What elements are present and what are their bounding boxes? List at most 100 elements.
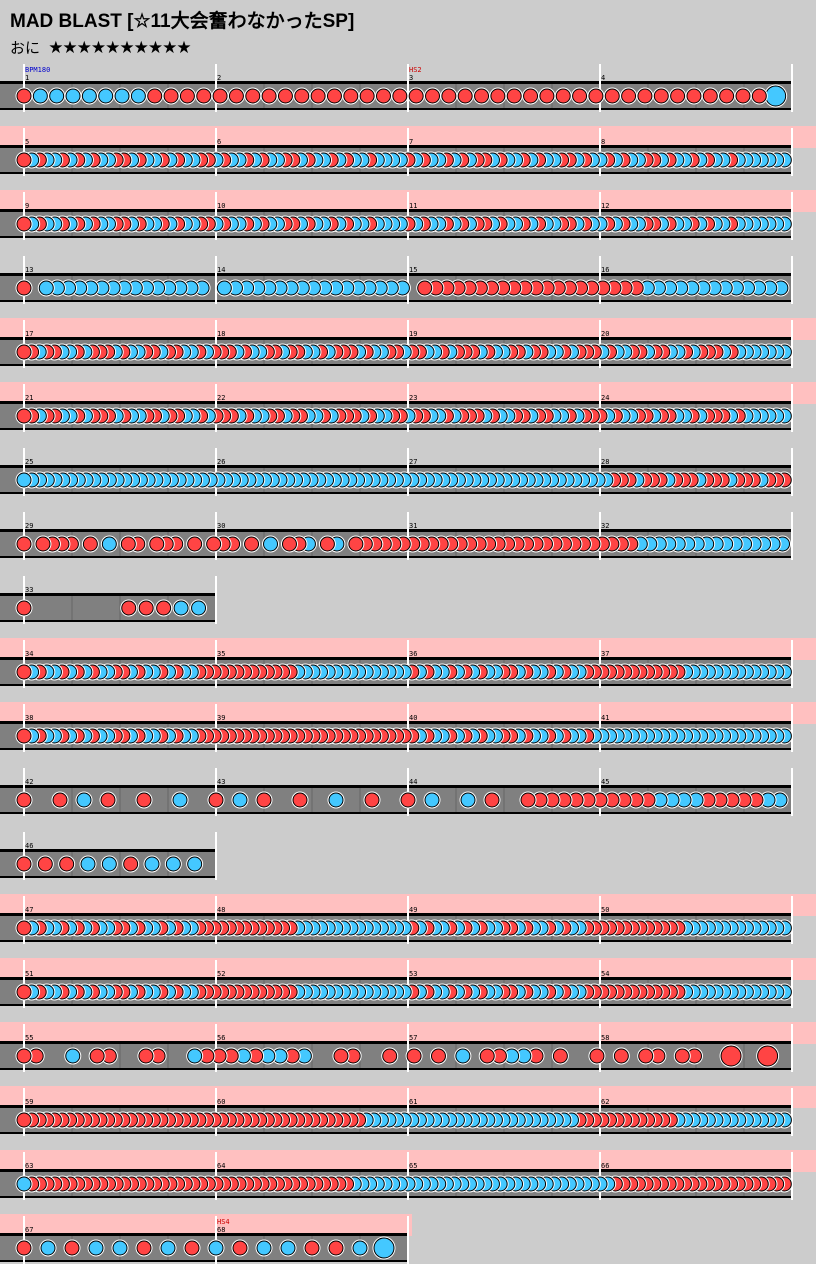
ka-note (263, 536, 279, 552)
don-note (89, 1048, 105, 1064)
ka-note (460, 792, 476, 808)
measure-number: 57 (409, 1034, 417, 1042)
don-note (16, 1240, 32, 1256)
don-note (520, 792, 536, 808)
ka-note (16, 472, 32, 488)
don-note (294, 88, 310, 104)
lane-border-top (0, 593, 216, 596)
lane-border-top (0, 1041, 792, 1044)
measure-number: 7 (409, 138, 413, 146)
don-note (719, 88, 735, 104)
don-note (523, 88, 539, 104)
ka-note (328, 792, 344, 808)
don-note (184, 1240, 200, 1256)
difficulty-stars: ★★★★★★★★★★ (48, 38, 191, 57)
ka-note (98, 88, 114, 104)
measure-number: 50 (601, 906, 609, 914)
measure-number: 33 (25, 586, 33, 594)
don-note (539, 88, 555, 104)
ka-note (160, 1240, 176, 1256)
don-note (348, 536, 364, 552)
lane-border-bottom (0, 1260, 408, 1262)
don-note (244, 536, 260, 552)
measure-number: 3 (409, 74, 413, 82)
don-note (16, 1112, 32, 1128)
measure-number: 4 (601, 74, 605, 82)
measure-number: 11 (409, 202, 417, 210)
don-note (484, 792, 500, 808)
don-note (256, 792, 272, 808)
measure-number: 61 (409, 1098, 417, 1106)
measure-number: 16 (601, 266, 609, 274)
ka-note (112, 1240, 128, 1256)
don-note (702, 88, 718, 104)
measure-number: 59 (25, 1098, 33, 1106)
don-note (212, 88, 228, 104)
don-note (555, 88, 571, 104)
lane-border-top (0, 401, 792, 404)
don-note (392, 88, 408, 104)
don-note (552, 1048, 568, 1064)
lane-border-top (0, 465, 792, 468)
ka-note (187, 856, 203, 872)
lane-border-top (0, 81, 792, 84)
measure-number: 52 (217, 970, 225, 978)
don-note (474, 88, 490, 104)
ka-note (101, 536, 117, 552)
ka-note (40, 1240, 56, 1256)
ka-note (172, 792, 188, 808)
don-note (359, 88, 375, 104)
lane-border-top (0, 657, 792, 660)
don-note (136, 792, 152, 808)
measure-number: 9 (25, 202, 29, 210)
measure-number: 68 (217, 1226, 225, 1234)
measure-number: 43 (217, 778, 225, 786)
lane-border-bottom (0, 236, 792, 238)
ka-note (187, 1048, 203, 1064)
measure-number: 19 (409, 330, 417, 338)
measure-number: 46 (25, 842, 33, 850)
lane-border-bottom (0, 940, 792, 942)
don-note (328, 1240, 344, 1256)
ka-note (232, 792, 248, 808)
lane-border-top (0, 337, 792, 340)
measure-number: 24 (601, 394, 609, 402)
don-note (408, 88, 424, 104)
don-note (417, 280, 433, 296)
song-title: MAD BLAST [☆11大会奮わなかったSP] (10, 11, 355, 32)
measure-number: 5 (25, 138, 29, 146)
measure-number: 35 (217, 650, 225, 658)
don-note (621, 88, 637, 104)
don-note (375, 88, 391, 104)
lane-border-bottom (0, 1004, 792, 1006)
measure-number: 8 (601, 138, 605, 146)
don-note (16, 600, 32, 616)
measure-number: 65 (409, 1162, 417, 1170)
don-note (82, 536, 98, 552)
don-note (16, 408, 32, 424)
lane-border-top (0, 913, 792, 916)
ka-note (455, 1048, 471, 1064)
don-note (156, 600, 172, 616)
lane-border-top (0, 977, 792, 980)
don-note (757, 1045, 779, 1067)
ka-note (81, 88, 97, 104)
don-note (16, 536, 32, 552)
lane-border-top (0, 529, 792, 532)
measure-number: 15 (409, 266, 417, 274)
lane-border-top (0, 145, 792, 148)
ka-note (88, 1240, 104, 1256)
don-note (674, 1048, 690, 1064)
don-note (121, 600, 137, 616)
ka-note (216, 280, 232, 296)
don-note (16, 88, 32, 104)
bpm-marker: BPM180 (25, 66, 50, 74)
don-note (16, 216, 32, 232)
scroll-marker: HS4 (217, 1218, 230, 1226)
lane-border-bottom (0, 1196, 792, 1198)
don-note (670, 88, 686, 104)
lane-border-bottom (0, 812, 792, 814)
measure-number: 12 (601, 202, 609, 210)
don-note (589, 1048, 605, 1064)
lane-border-bottom (0, 748, 792, 750)
